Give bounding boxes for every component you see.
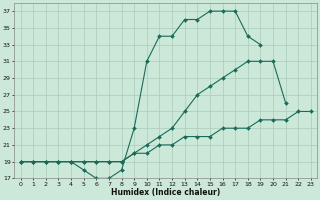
- X-axis label: Humidex (Indice chaleur): Humidex (Indice chaleur): [111, 188, 220, 197]
